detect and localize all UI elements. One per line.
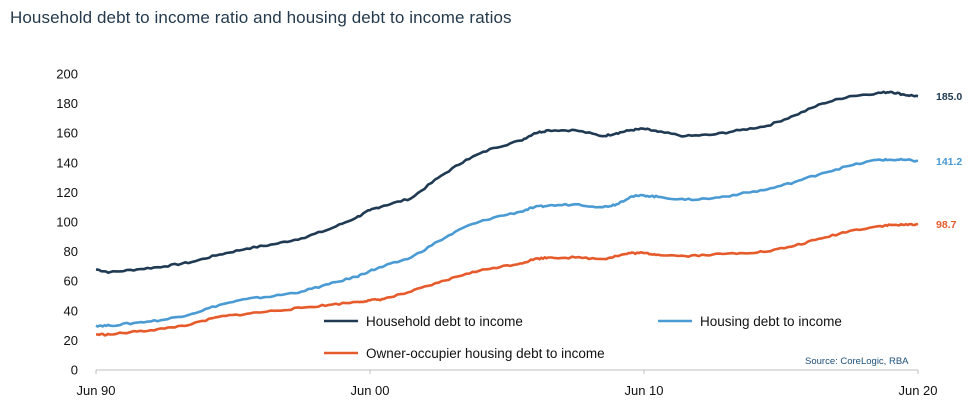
- y-tick-label: 140: [56, 155, 78, 170]
- series-line: [95, 157, 919, 328]
- x-tick-label: Jun 20: [898, 383, 937, 398]
- series-end-label: 141.2: [936, 156, 962, 168]
- y-tick-label: 200: [56, 67, 78, 82]
- y-tick-label: 160: [56, 126, 78, 141]
- y-tick-label: 80: [64, 244, 78, 259]
- y-tick-label: 60: [64, 274, 78, 289]
- series-end-label: 98.7: [936, 219, 957, 231]
- y-tick-label: 100: [56, 215, 78, 230]
- legend-label: Owner-occupier housing debt to income: [366, 346, 605, 361]
- x-tick-label: Jun 10: [624, 383, 663, 398]
- y-tick-label: 0: [71, 363, 78, 378]
- chart-title: Household debt to income ratio and housi…: [10, 8, 512, 27]
- series-line: [95, 222, 919, 337]
- x-tick-label: Jun 00: [350, 383, 389, 398]
- series-end-label: 185.0: [936, 91, 962, 103]
- series-line: [95, 90, 919, 274]
- source-note: Source: CoreLogic, RBA: [805, 356, 909, 367]
- x-tick-label: Jun 90: [76, 383, 115, 398]
- y-tick-label: 20: [64, 333, 78, 348]
- y-tick-label: 40: [64, 303, 78, 318]
- legend-label: Household debt to income: [366, 314, 523, 329]
- legend-label: Housing debt to income: [700, 314, 842, 329]
- y-tick-label: 180: [56, 96, 78, 111]
- y-tick-label: 120: [56, 185, 78, 200]
